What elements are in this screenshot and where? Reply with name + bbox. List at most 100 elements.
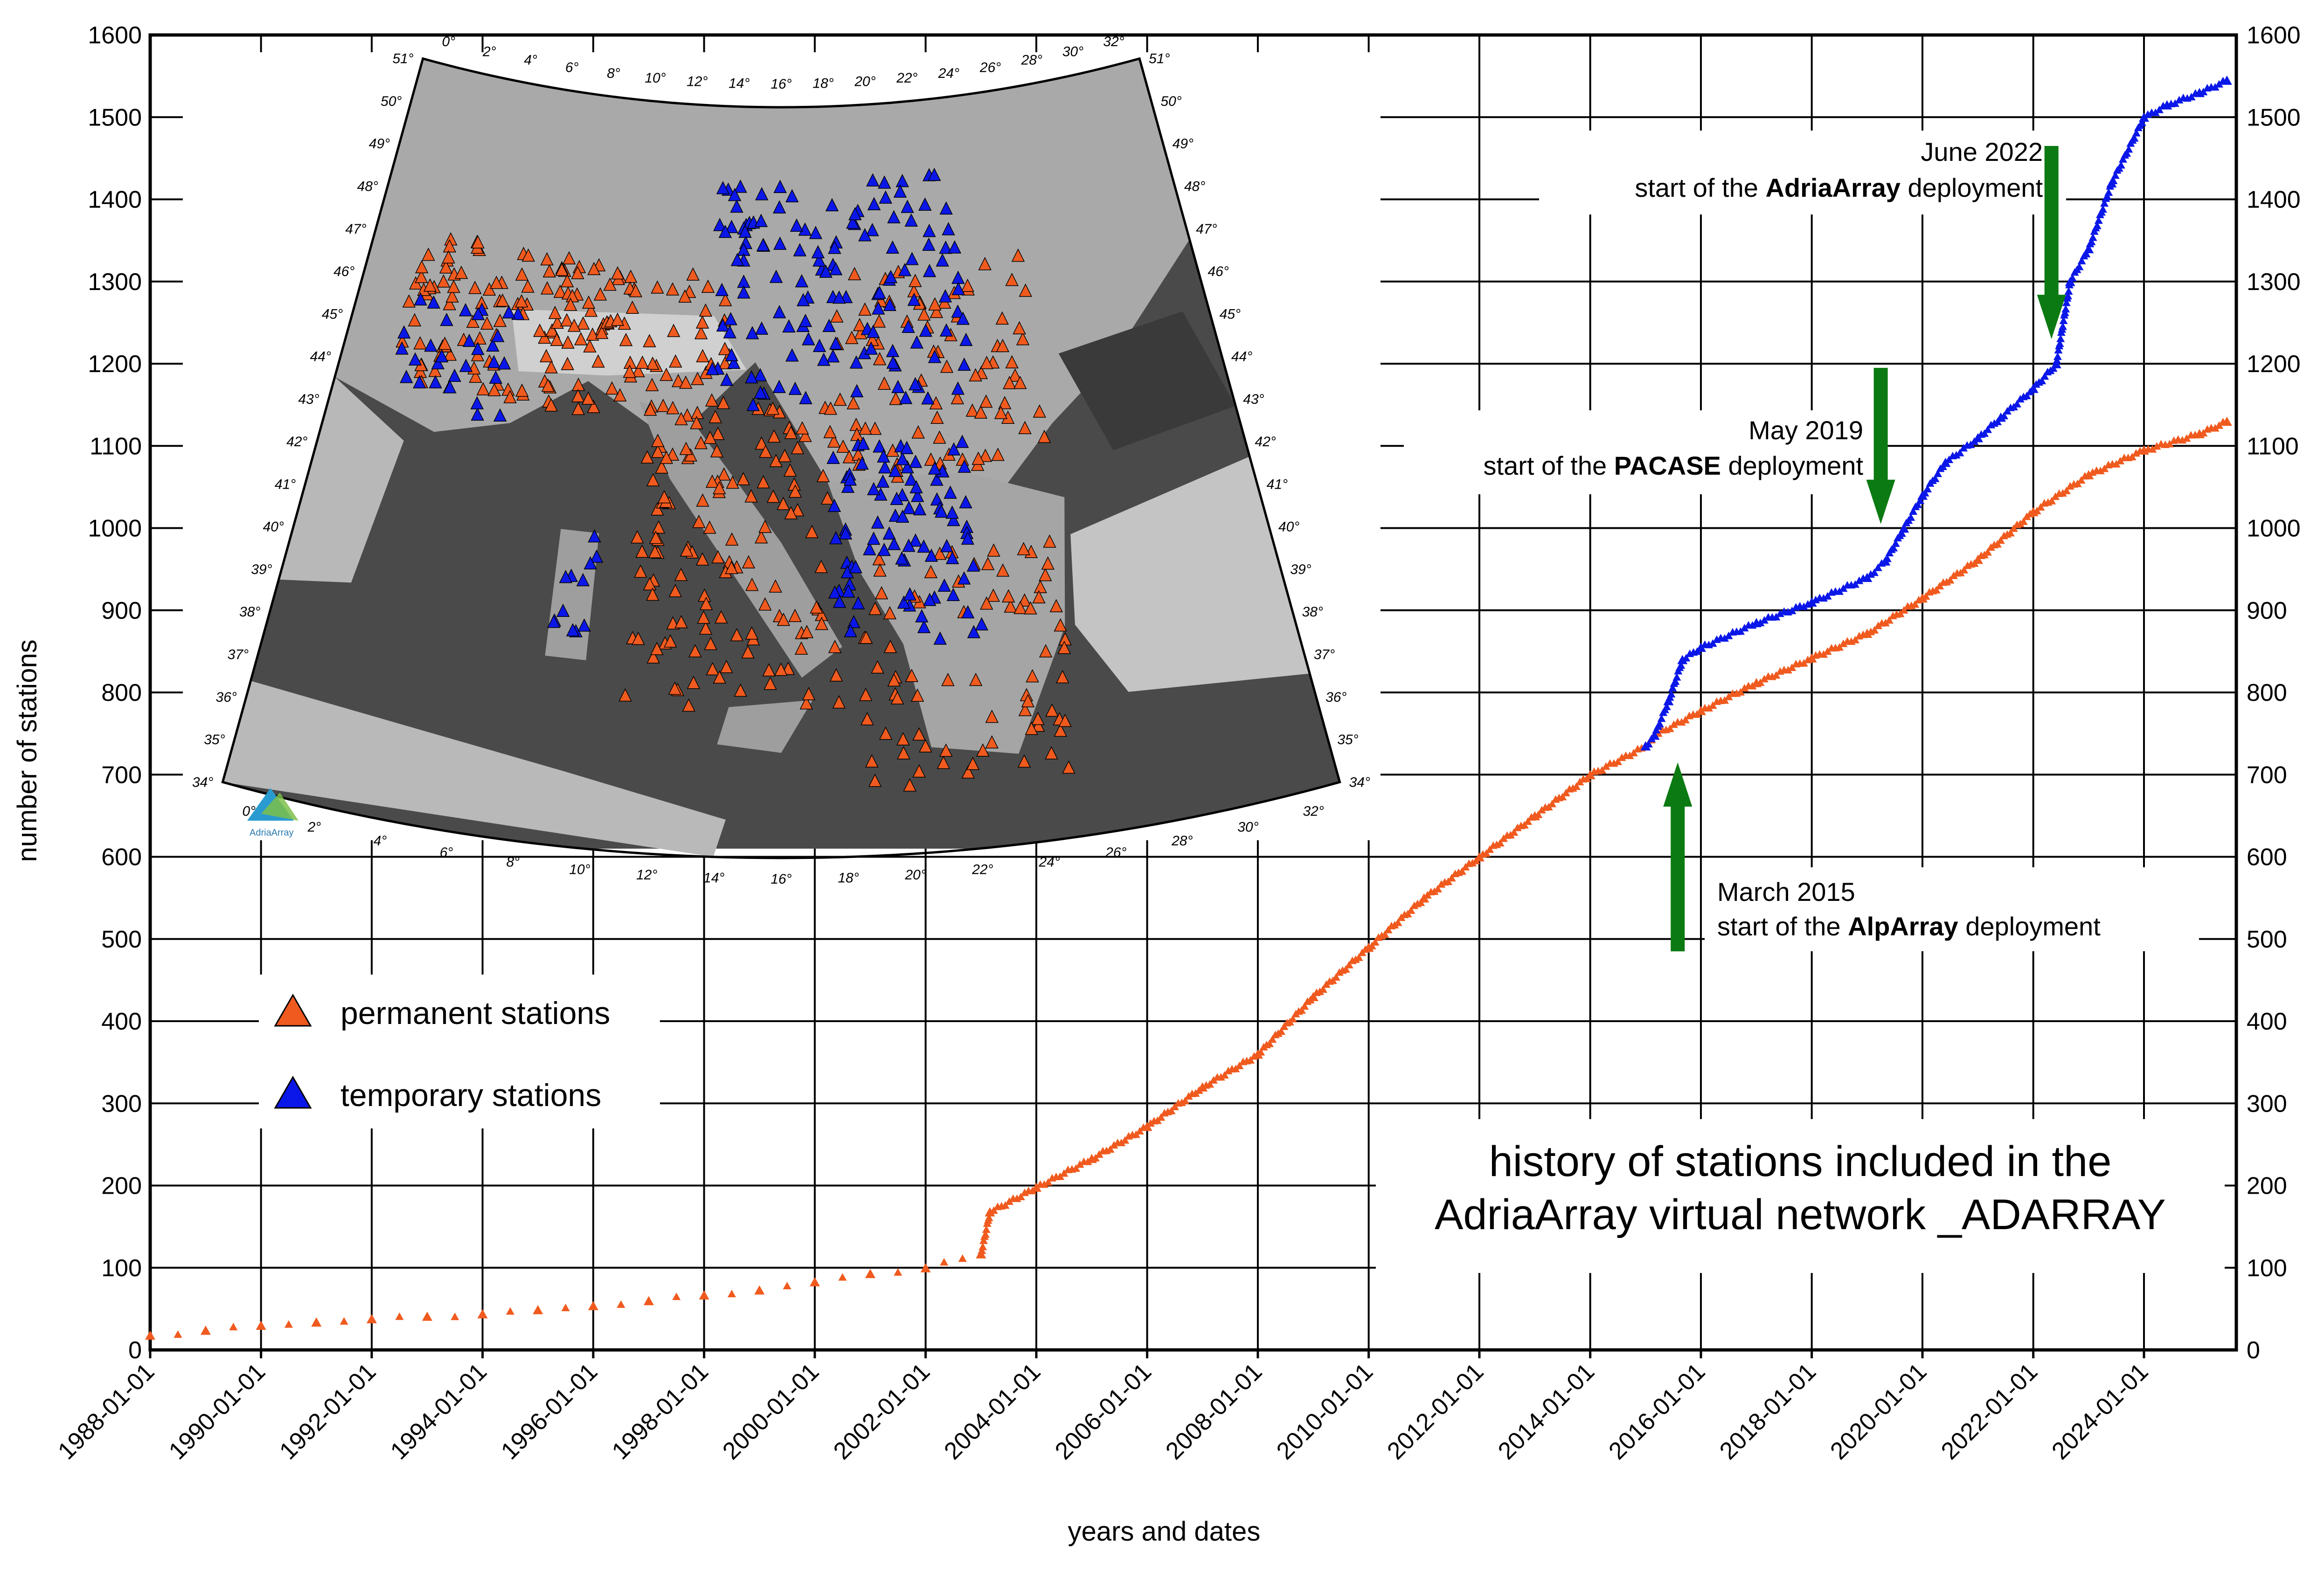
series-marker-0-16-4: [1001, 1201, 1010, 1209]
map-station-balkans-north-75: [961, 278, 974, 292]
series-marker-1-15-17: [2064, 287, 2073, 295]
map-station-balkans-north-34: [1019, 284, 1033, 297]
map-station-alps-171: [582, 391, 595, 405]
map-station-balkans-north-70: [971, 451, 985, 465]
map-station-alps-156: [560, 274, 574, 288]
map-station-pannonia-133: [746, 398, 760, 411]
series-marker-0-20-2: [1206, 1080, 1214, 1088]
map-station-pannonia-101: [773, 180, 787, 193]
map-station-greece-67: [939, 743, 953, 757]
map-station-alps-19: [443, 347, 457, 361]
series-marker-1-14-3: [2038, 376, 2047, 385]
series-marker-1-20-7: [2191, 89, 2200, 97]
series-marker-1-16-7: [2082, 249, 2091, 257]
map-station-pannonia-46: [871, 301, 885, 315]
map-station-dinarides-53: [887, 537, 901, 550]
map-station-greece-48: [919, 739, 932, 753]
map-station-sardinia-7: [576, 573, 590, 587]
map-lat-label-left-9: 43°: [298, 392, 319, 407]
map-station-italy-107: [815, 616, 829, 630]
map-station-west-26: [435, 349, 449, 363]
series-marker-1-19-4: [2155, 105, 2164, 113]
map-station-pannonia-35: [909, 377, 922, 390]
map-station-dinarides-40: [917, 620, 931, 633]
annotation-text-2: start of the AlpArray deployment: [1717, 912, 2101, 941]
map-station-alps-110: [696, 349, 709, 362]
title-background: [1376, 1119, 2225, 1273]
map-station-dinarides-48: [955, 435, 969, 448]
map-station-italy-73: [696, 493, 709, 507]
map-station-alps-94: [567, 318, 581, 332]
y-tick-label-right-0: 0: [2247, 1337, 2260, 1364]
series-marker-0-30-2: [1705, 704, 1714, 712]
map-station-pannonia-48: [850, 384, 864, 397]
map-station-dinarides-58: [947, 442, 961, 456]
map-lat-label-left-6: 40°: [263, 519, 284, 535]
map-station-greece-50: [1041, 556, 1055, 570]
series-marker-0-37-7: [2112, 460, 2121, 468]
map-station-italy-111: [646, 587, 659, 601]
series-marker-0-23-13: [1407, 906, 1415, 914]
series-marker-0-26-1: [1534, 810, 1543, 818]
map-lon-label-bottom-11: 22°: [971, 862, 993, 877]
map-lat-label-left-15: 49°: [369, 136, 390, 152]
map-station-alps-115: [413, 336, 427, 350]
annotation-bg-1: [1404, 410, 1880, 494]
map-station-italy-106: [745, 626, 759, 640]
map-station-pannonia-78: [756, 238, 770, 251]
map-station-alps-67: [542, 264, 556, 278]
map-lon-label-bottom-8: 16°: [770, 871, 791, 887]
map-station-dinarides-77: [902, 539, 916, 552]
map-station-balkans-north-6: [998, 396, 1012, 409]
map-station-alps-148: [541, 378, 555, 392]
map-station-italy-76: [697, 610, 710, 624]
map-station-pannonia-2: [753, 368, 767, 381]
map-station-alps-174: [610, 312, 624, 326]
series-marker-1-1-4: [1657, 714, 1666, 722]
series-marker-1-13-1: [2000, 412, 2009, 420]
map-station-balkans-north-58: [974, 405, 988, 419]
map-station-italy-32: [692, 514, 706, 528]
map-lon-label-bottom-10: 20°: [904, 867, 926, 883]
series-marker-1-17-13: [2103, 192, 2112, 200]
series-marker-1-18-9: [2124, 145, 2133, 153]
series-marker-0-36-14: [2081, 472, 2089, 480]
map-station-sardinia-3: [559, 570, 573, 583]
map-station-italy-110: [824, 401, 838, 415]
series-marker-1-10-2: [1923, 484, 1932, 492]
map-station-alps-87: [656, 399, 670, 412]
series-marker-1-15-3: [2054, 346, 2063, 354]
map-station-alps-165: [437, 274, 451, 288]
annotation-date-2: March 2015: [1717, 877, 1855, 906]
y-axis-title: number of stations: [12, 639, 42, 862]
y-tick-label-left-1: 100: [101, 1255, 142, 1282]
map-lon-label-top-14: 28°: [1021, 53, 1042, 68]
series-marker-0-15-5: [981, 1230, 990, 1238]
map-station-italy-2: [734, 683, 748, 697]
map-lon-label-bottom-2: 4°: [374, 833, 387, 849]
map-station-dinarides-66: [895, 551, 909, 565]
map-station-greece-36: [1039, 644, 1053, 657]
map-station-alps-75: [443, 239, 457, 253]
series-marker-0-22-3: [1318, 985, 1327, 993]
map-station-greece-1: [1031, 718, 1045, 732]
series-marker-0-7-1: [561, 1303, 570, 1312]
map-land-sicily: [717, 700, 813, 753]
map-station-alps-85: [694, 326, 708, 339]
series-marker-1-4-3: [1708, 639, 1717, 647]
map-station-balkans-north-73: [833, 392, 847, 406]
data-point-permanent-stations-14: [920, 1263, 931, 1273]
series-marker-0-30-13: [1748, 682, 1757, 690]
y-tick-label-right-11: 1100: [2247, 433, 2299, 460]
map-station-balkans-north-17: [965, 403, 979, 417]
map-station-alps-175: [487, 383, 501, 396]
series-marker-0-23-6: [1384, 926, 1393, 934]
data-point-permanent-stations-2: [256, 1321, 266, 1330]
map-station-dinarides-6: [878, 460, 892, 474]
map-land-north-africa: [222, 681, 726, 857]
series-marker-0-39-4: [2211, 424, 2220, 432]
series-marker-0-3-1: [340, 1317, 348, 1325]
map-station-west-13: [424, 338, 437, 352]
map-station-greece-51: [966, 756, 980, 770]
map-station-alps-140: [583, 339, 597, 353]
